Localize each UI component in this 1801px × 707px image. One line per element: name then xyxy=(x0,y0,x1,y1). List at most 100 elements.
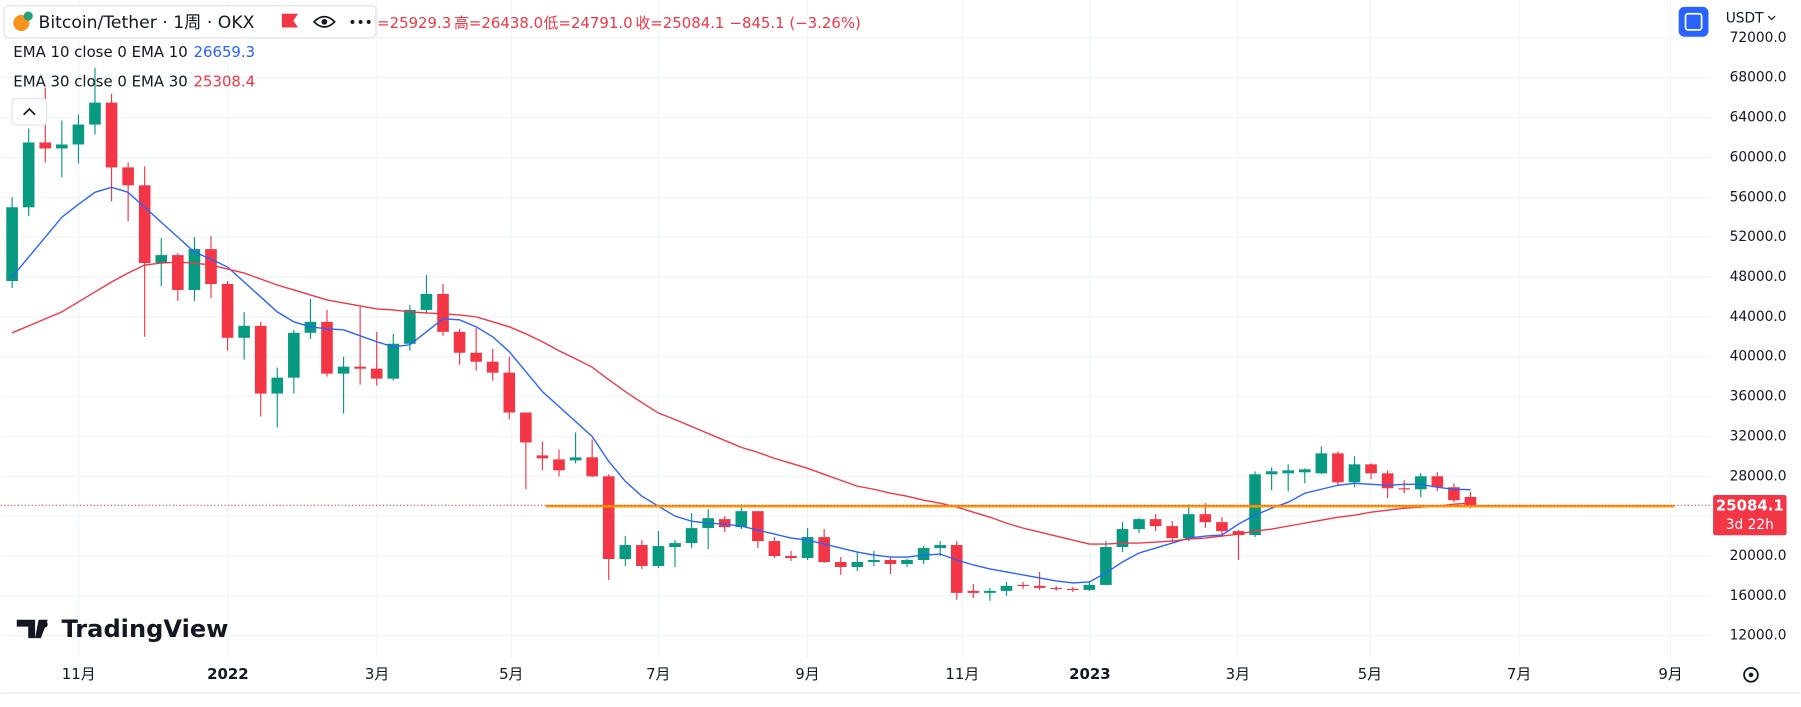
plot-area: 25084.1 3d 22h xyxy=(0,67,1787,601)
x-tick-label: 3月 xyxy=(365,665,389,683)
more-icon[interactable]: ••• xyxy=(348,15,372,31)
collapse-button[interactable] xyxy=(11,98,48,126)
candle-body xyxy=(868,559,880,562)
candle-body xyxy=(89,102,101,125)
y-tick-label: 44000.0 xyxy=(1730,309,1787,325)
x-tick-label: 5月 xyxy=(1358,665,1382,683)
candle-body xyxy=(801,537,814,559)
candle-body xyxy=(1414,476,1427,490)
candle-body xyxy=(1083,584,1096,590)
candle-body xyxy=(437,293,449,332)
x-tick-label: 11月 xyxy=(945,665,979,683)
overlay: 开=25929.3 高=26438.0 低=24791.0 收=25084.1 … xyxy=(0,5,1801,694)
candle-body xyxy=(1365,464,1377,474)
candle-body xyxy=(172,255,184,290)
candle-body xyxy=(934,545,946,549)
candle-body xyxy=(984,590,996,593)
y-tick-label: 20000.0 xyxy=(1730,548,1787,564)
tv-logo-dot xyxy=(40,620,48,628)
candle-body xyxy=(1332,453,1344,483)
candle-body xyxy=(254,325,267,394)
legend-ema10: EMA 10 close 0 EMA 10 xyxy=(13,43,187,61)
candle-body xyxy=(851,561,864,567)
candle-body xyxy=(752,511,764,542)
candle-body xyxy=(6,207,18,281)
candle-body xyxy=(553,459,565,471)
candle-body xyxy=(536,455,549,459)
x-tick-label: 11月 xyxy=(62,665,96,683)
layout-button[interactable] xyxy=(1678,6,1709,37)
candle-body xyxy=(470,352,482,362)
candle-body xyxy=(718,519,731,528)
candle-body xyxy=(221,283,234,338)
candle-body xyxy=(520,412,532,443)
candle-body xyxy=(1298,469,1311,473)
candle-body xyxy=(503,372,516,413)
candle-body xyxy=(768,541,781,557)
candle-body xyxy=(1249,474,1261,536)
candle-body xyxy=(1431,476,1444,488)
candle-body xyxy=(1398,488,1411,490)
tether-icon xyxy=(23,11,33,21)
chevron-icon xyxy=(23,107,36,116)
candle-body xyxy=(1182,514,1195,539)
candle-body xyxy=(636,545,648,566)
tv-logo xyxy=(16,619,48,639)
eye-pupil xyxy=(321,18,328,25)
candle-body xyxy=(735,511,748,528)
y-tick-label: 36000.0 xyxy=(1730,389,1787,405)
x-tick-label: 7月 xyxy=(1507,665,1531,683)
candle-body xyxy=(1116,529,1129,548)
ohlc-open: 开=25929.3 xyxy=(362,14,451,32)
candle-body xyxy=(271,377,284,394)
candle-body xyxy=(1066,588,1079,591)
candle-body xyxy=(188,249,201,290)
candle-body xyxy=(1133,519,1145,530)
flag-icon[interactable] xyxy=(281,13,298,28)
candle-body xyxy=(1265,471,1278,475)
y-tick-label: 32000.0 xyxy=(1730,428,1787,444)
x-tick-label: 9月 xyxy=(795,665,819,683)
candle-body xyxy=(619,545,632,560)
candle-body xyxy=(586,457,598,477)
settings-icon[interactable] xyxy=(1743,667,1759,683)
candle-body xyxy=(1282,470,1294,474)
currency[interactable]: USDT xyxy=(1726,10,1764,26)
candle-body xyxy=(72,124,85,145)
candle-body xyxy=(22,142,35,208)
x-tick-label: 9月 xyxy=(1658,665,1682,683)
x-tick-label: 2023 xyxy=(1069,665,1111,683)
candle-body xyxy=(785,556,797,559)
candle-body xyxy=(652,546,665,566)
candle-body xyxy=(1050,587,1062,590)
candle-body xyxy=(669,543,681,548)
layout-icon xyxy=(1684,12,1703,31)
candle-body xyxy=(1149,519,1162,527)
candle-body xyxy=(834,561,847,567)
y-tick-label: 60000.0 xyxy=(1730,149,1787,165)
candle-body xyxy=(56,144,68,149)
candle-body xyxy=(238,325,250,338)
grid: 12000.016000.020000.024000.028000.032000… xyxy=(0,0,1787,683)
candle-body xyxy=(1017,584,1029,587)
candle-body xyxy=(387,343,400,379)
y-tick-label: 72000.0 xyxy=(1730,30,1787,46)
y-tick-label: 16000.0 xyxy=(1730,588,1787,604)
x-tick-label: 2022 xyxy=(207,665,249,683)
eye-icon[interactable] xyxy=(312,15,336,28)
candle-body xyxy=(420,293,433,310)
candle-body xyxy=(884,559,897,564)
candle-body xyxy=(967,590,980,593)
y-tick-label: 28000.0 xyxy=(1730,468,1787,484)
candle-body xyxy=(1000,585,1013,591)
legend-ema30-value: 25308.4 xyxy=(194,73,256,91)
symbol-title: Bitcoin/Tether · 1周 · OKX xyxy=(39,13,255,33)
candle-body xyxy=(685,528,698,544)
ohlc-close: 收=25084.1 xyxy=(635,14,724,32)
price-tag-countdown: 3d 22h xyxy=(1726,517,1774,533)
candle-body xyxy=(1199,514,1212,523)
y-tick-label: 12000.0 xyxy=(1730,628,1787,644)
ohlc-change: −845.1 (−3.26%) xyxy=(729,14,860,32)
